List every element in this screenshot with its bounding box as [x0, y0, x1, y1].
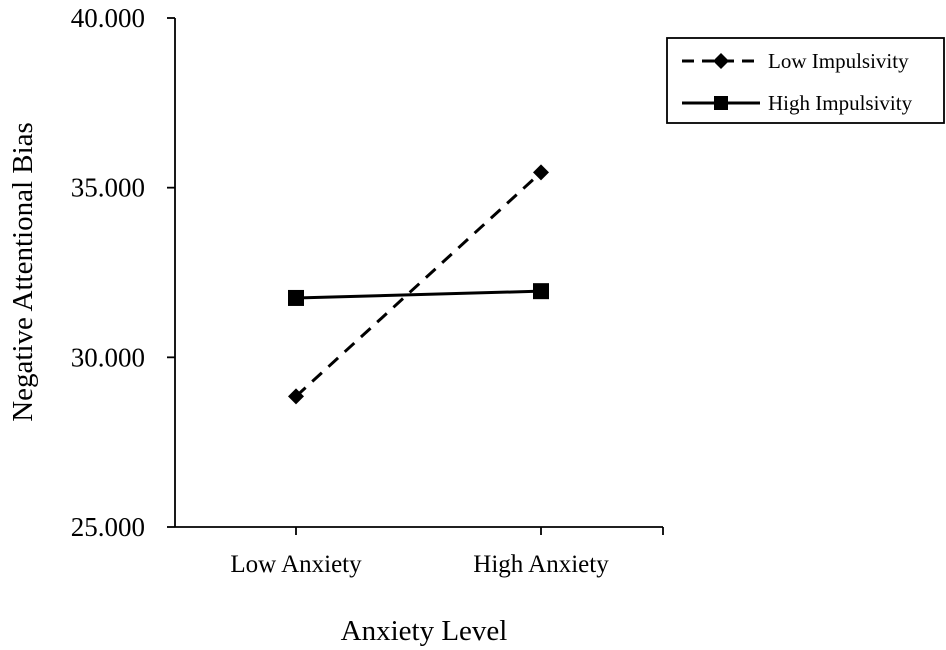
series-line-low-impulsivity [294, 171, 543, 398]
series-line-high-impulsivity [295, 289, 542, 300]
series-group [288, 164, 549, 405]
data-point-low-impulsivity [533, 164, 549, 181]
y-tick-label: 25.000 [71, 512, 145, 542]
data-point-high-impulsivity [533, 283, 549, 300]
y-tick-label: 30.000 [71, 342, 145, 372]
data-point-high-impulsivity [288, 289, 304, 306]
data-point-low-impulsivity [288, 388, 304, 405]
axes [174, 18, 663, 528]
legend-label-high-impulsivity: High Impulsivity [768, 91, 913, 115]
legend: Low Impulsivity High Impulsivity [666, 37, 945, 124]
legend-marker-low-impulsivity [713, 53, 729, 69]
y-tick-label: 40.000 [71, 3, 145, 33]
x-category-label: Low Anxiety [230, 551, 362, 578]
x-categories: Low Anxiety High Anxiety [230, 527, 664, 578]
y-ticks: 25.000 30.000 35.000 40.000 [71, 3, 175, 542]
legend-label-low-impulsivity: Low Impulsivity [768, 49, 909, 73]
x-axis-title: Anxiety Level [341, 615, 508, 647]
y-tick-label: 35.000 [71, 173, 145, 203]
x-category-label: High Anxiety [473, 551, 609, 578]
legend-box [666, 37, 945, 124]
y-axis-title: Negative Attentional Bias [7, 122, 39, 422]
legend-marker-high-impulsivity [714, 96, 728, 110]
